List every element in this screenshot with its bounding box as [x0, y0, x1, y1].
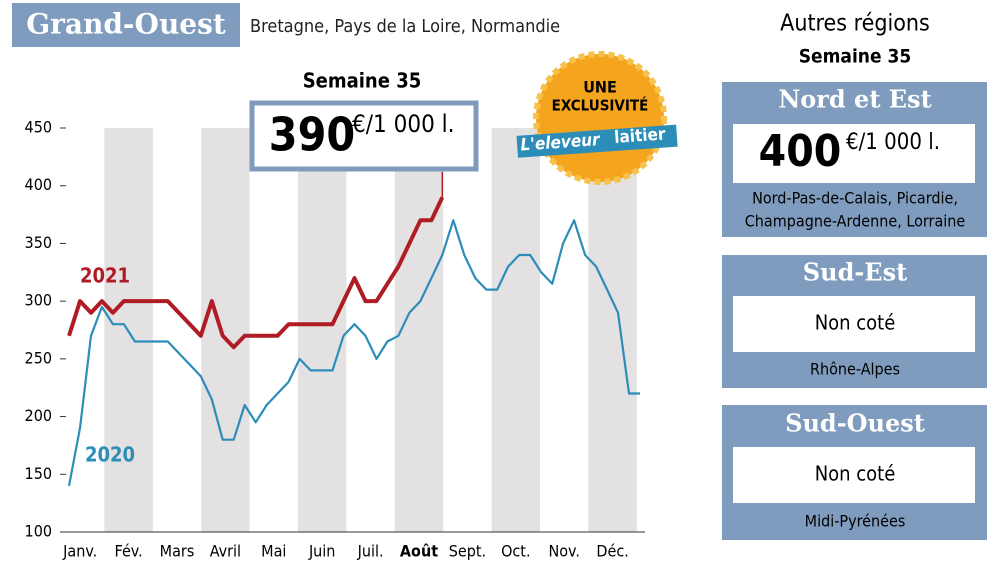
y-tick-label: 400: [25, 175, 52, 194]
side-week: Semaine 35: [799, 46, 912, 68]
y-tick-label: 300: [25, 291, 52, 310]
y-tick-label: 250: [25, 348, 52, 367]
y-tick-label: 200: [25, 406, 52, 425]
week-label: Semaine 35: [303, 69, 422, 93]
x-tick-label: Janv.: [62, 542, 97, 561]
panel-name: Sud-Est: [803, 258, 907, 287]
x-tick-label: Sept.: [449, 542, 486, 561]
panel-region: Champagne-Ardenne, Lorraine: [745, 212, 966, 231]
panel-region: Midi-Pyrénées: [805, 512, 906, 531]
badge-ribbon: [516, 124, 678, 158]
panel-name: Sud-Ouest: [785, 409, 925, 438]
side-title: Autres régions: [780, 11, 930, 37]
panel-price: Non coté: [815, 311, 896, 335]
price-unit: €/1 000 l.: [352, 110, 455, 138]
panel: Sud-Ouest Non coté Midi-Pyrénées: [722, 405, 987, 540]
header-title: Grand-Ouest: [26, 8, 226, 41]
x-tick-label: Juil.: [357, 542, 384, 561]
month-band: [201, 128, 250, 532]
x-tick-label: Déc.: [596, 542, 628, 561]
badge-sun: [533, 51, 667, 185]
header-box: [12, 3, 240, 47]
month-band: [491, 128, 540, 532]
series-label: 2021: [80, 264, 130, 288]
panel-inner: [733, 296, 975, 352]
panel-name: Nord et Est: [778, 85, 931, 114]
price-value: 390: [269, 108, 355, 162]
header-subtitle: Bretagne, Pays de la Loire, Normandie: [250, 16, 560, 37]
y-tick-label: 350: [25, 233, 52, 252]
price-box: [249, 100, 479, 172]
badge-brand2: laitier: [614, 124, 667, 148]
panel-inner: [733, 447, 975, 503]
x-tick-label: Fév.: [115, 542, 143, 561]
x-tick-label: Oct.: [501, 542, 530, 561]
x-tick-label: Août: [400, 542, 438, 561]
panel: Sud-Est Non coté Rhône-Alpes: [722, 255, 987, 388]
x-tick-label: Mai: [261, 542, 286, 561]
badge: UNE EXCLUSIVITÉ L'eleveur laitier: [516, 51, 678, 185]
panel-price: 400: [759, 126, 842, 177]
month-band: [298, 128, 347, 532]
badge-line1: UNE: [583, 78, 617, 97]
x-tick-label: Juin: [308, 542, 336, 561]
series-line: [67, 196, 445, 350]
panel-inner: [733, 124, 975, 183]
y-tick-label: 100: [25, 522, 52, 541]
y-tick-label: 450: [25, 118, 52, 137]
panel-region: Rhône-Alpes: [810, 360, 900, 379]
month-band: [394, 128, 444, 532]
month-band: [588, 128, 637, 532]
x-tick-label: Mars: [160, 542, 195, 561]
series-line: [67, 219, 640, 487]
panel: Nord et Est 400 €/1 000 l. Nord-Pas-de-C…: [722, 82, 987, 237]
x-tick-label: Avril: [210, 542, 241, 561]
badge-line2: EXCLUSIVITÉ: [552, 96, 649, 115]
series-label: 2020: [85, 443, 135, 467]
x-tick-label: Nov.: [548, 542, 579, 561]
panel-unit: €/1 000 l.: [846, 130, 940, 155]
y-tick-label: 150: [25, 464, 52, 483]
panel-region: Nord-Pas-de-Calais, Picardie,: [752, 189, 958, 208]
panel-price: Non coté: [815, 462, 896, 486]
